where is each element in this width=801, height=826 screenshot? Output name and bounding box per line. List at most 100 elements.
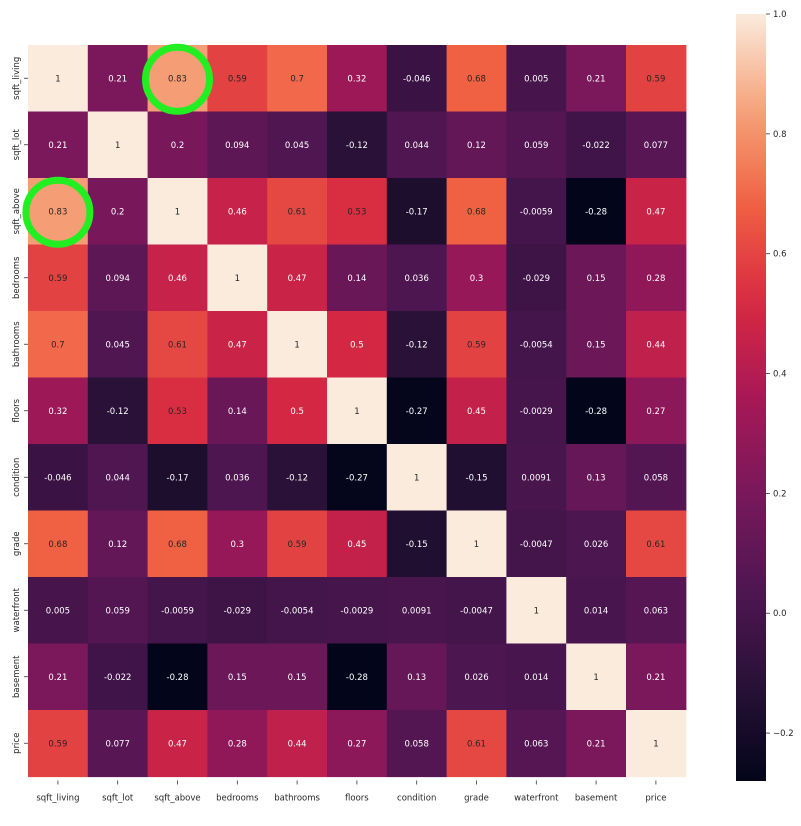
cell-value-label: 0.026 [584,540,608,550]
heatmap-cell [267,244,328,312]
heatmap-cell [28,244,89,312]
heatmap-cell [506,45,567,113]
cell-value-label: 0.15 [228,673,247,683]
heatmap-cell [566,510,627,578]
heatmap-cell [506,178,567,246]
cell-value-label: 1 [235,274,240,284]
cell-value-label: 0.063 [644,606,668,616]
cell-value-label: -0.029 [523,274,550,284]
heatmap-cell [87,178,149,246]
cell-value-label: 0.005 [524,74,548,84]
cell-value-label: 0.59 [646,74,665,84]
cell-value-label: 0.094 [106,274,130,284]
cell-value-label: 0.0091 [521,473,551,483]
heatmap-cell [207,244,268,312]
heatmap-cell [267,444,328,512]
heatmap-cell [626,311,687,379]
x-tick-label: grade [464,794,489,804]
heatmap-cell [386,111,448,179]
cell-value-label: -0.17 [406,207,428,217]
cell-value-label: -0.17 [167,473,189,483]
y-tick-label: grade [12,531,22,556]
cell-value-label: -0.28 [585,407,607,417]
cell-value-label: -0.029 [224,606,251,616]
heatmap-cell [147,178,208,246]
cell-value-label: -0.15 [466,473,488,483]
heatmap-cell [386,510,448,578]
cell-value-label: 0.3 [470,274,484,284]
heatmap-cell [506,311,567,379]
cell-value-label: -0.0059 [520,207,553,217]
cell-value-label: 0.014 [584,606,608,616]
heatmap-cell [87,643,149,711]
heatmap-cell [267,111,328,179]
cell-value-label: 0.47 [646,207,665,217]
heatmap-cell [626,377,687,445]
y-tick-label: price [12,733,22,754]
cell-value-label: 0.2 [171,141,185,151]
y-tick-label: sqft_living [12,57,22,100]
heatmap-cell [327,710,388,778]
heatmap-cell [267,311,328,379]
cell-value-label: 1 [593,673,598,683]
cell-value-label: -0.27 [406,407,428,417]
cell-value-label: 0.0091 [402,606,432,616]
heatmap-cell [207,45,268,113]
heatmap-cell [28,510,89,578]
y-tick-label: sqft_lot [12,129,22,161]
heatmap-cell [386,377,448,445]
cell-value-label: 0.46 [168,274,187,284]
heatmap-cell [327,111,388,179]
heatmap-cell [28,45,89,113]
heatmap-cell [566,111,627,179]
heatmap-cell [566,444,627,512]
cell-value-label: 0.059 [524,141,548,151]
heatmap-cell [28,311,89,379]
x-tick-label: bathrooms [274,794,320,804]
x-tick-label: sqft_above [154,794,200,804]
heatmap-cell [566,710,627,778]
heatmap-cell [386,577,448,645]
cell-value-label: 0.12 [108,540,127,550]
cell-value-label: -0.0054 [520,340,553,350]
cell-value-label: 1 [653,739,658,749]
cell-value-label: 0.077 [644,141,668,151]
cell-value-label: 0.059 [106,606,130,616]
heatmap-cell [446,510,507,578]
cell-value-label: 0.53 [168,407,187,417]
cell-value-label: 0.2 [111,207,125,217]
cell-value-label: 0.45 [347,540,366,550]
cell-value-label: 0.68 [48,540,67,550]
heatmap-cell [446,643,507,711]
x-tick-label: sqft_living [36,794,79,804]
heatmap-cell [87,444,149,512]
heatmap-cell [267,710,328,778]
cell-value-label: -0.0059 [161,606,194,616]
cell-value-label: -0.0029 [520,407,553,417]
heatmap-cell [147,643,208,711]
cell-value-label: 0.59 [48,274,67,284]
heatmap-cell [207,444,268,512]
cell-value-label: -0.28 [585,207,607,217]
x-tick-label: floors [345,794,369,804]
heatmap-cell [327,45,388,113]
cell-value-label: -0.046 [44,473,71,483]
heatmap-cell [626,111,687,179]
cell-value-label: 1 [354,407,359,417]
cell-value-label: 0.32 [48,407,67,417]
heatmap-cell [207,111,268,179]
heatmap-cell [566,577,627,645]
cell-value-label: 0.045 [106,340,130,350]
cell-value-label: -0.12 [406,340,428,350]
heatmap-cell [327,444,388,512]
heatmap-cells [28,45,687,778]
cell-value-label: 1 [115,141,120,151]
cell-value-label: 0.53 [347,207,366,217]
heatmap-cell [87,45,149,113]
heatmap-cell [566,244,627,312]
heatmap-cell [327,510,388,578]
cell-value-label: 0.044 [106,473,130,483]
cell-value-label: 0.27 [347,739,366,749]
heatmap-cell [566,45,627,113]
cell-value-label: 0.44 [288,739,307,749]
